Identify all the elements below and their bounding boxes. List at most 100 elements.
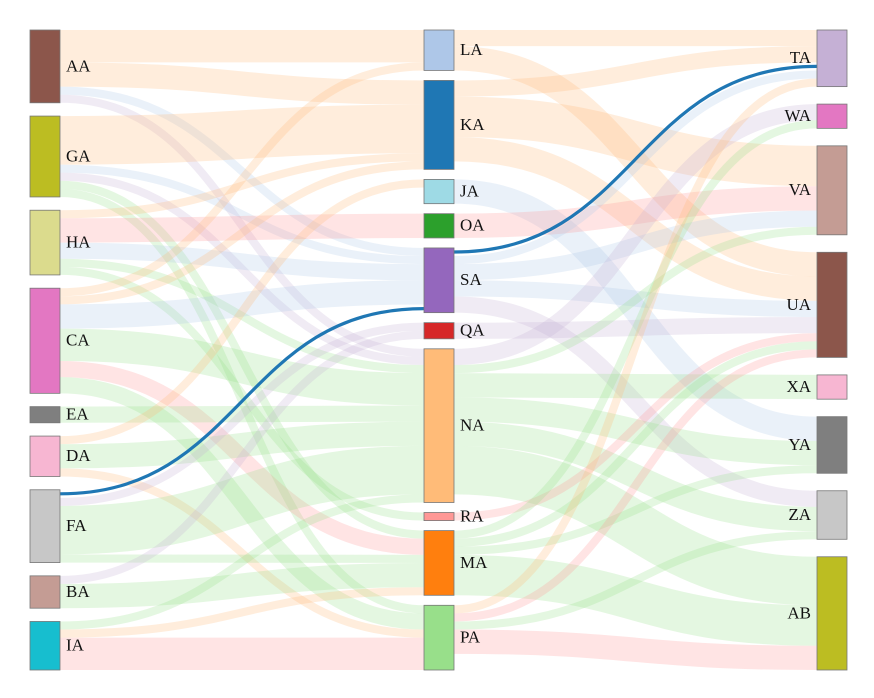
link-GA-MA [59,180,425,539]
node-label-RA: RA [460,506,484,525]
link-BA-MA [59,562,425,609]
link-CA-NA [59,328,425,406]
link-CA-SA [59,280,425,329]
link-KA-TA [453,46,818,97]
node-label-FA: FA [66,516,87,535]
link-SA-UA [453,280,818,317]
link-AA-SA [59,86,425,257]
node-VA [816,145,848,236]
node-label-QA: QA [460,321,485,340]
link-PA-UA [453,349,818,622]
link-HA-OA [59,213,425,243]
link-NA-VA [453,226,818,374]
node-YA [816,416,848,474]
node-label-GA: GA [66,146,91,165]
node-label-TA: TA [790,48,812,67]
link-CA-KA [59,161,425,305]
node-label-UA: UA [786,295,811,314]
link-DA-PA [59,468,425,638]
node-label-DA: DA [66,446,91,465]
link-MA-WA [453,120,818,539]
labels-layer: AA GA HA CA EA DA FA BA IA LA KA JA OA SA QA NA RA MA PA TA… [66,40,812,655]
node-label-HA: HA [66,232,91,251]
node-AB [816,556,848,671]
link-KA-VA [453,96,818,187]
node-label-OA: OA [460,216,485,235]
node-CA [29,287,61,394]
node-XA [816,374,848,400]
node-DA [29,435,61,477]
node-QA [423,322,455,340]
link-HA-KA [59,153,425,219]
link-AA-NA [59,94,425,357]
link-OA-VA [453,186,818,238]
link-GA-KA [59,104,425,165]
link-RA-UA [453,333,818,521]
link-PA-TA [453,78,818,614]
node-ZA [816,490,848,540]
node-RA [423,512,455,521]
node-label-BA: BA [66,582,90,601]
node-label-JA: JA [460,181,480,200]
link-HA-RA [59,266,425,521]
link-SA-ZA [453,296,818,507]
node-HA [29,209,61,276]
node-EA [29,406,61,424]
node-label-LA: LA [460,40,483,59]
highlight-links-layer [59,64,818,496]
node-label-ZA: ZA [788,505,811,524]
node-label-VA: VA [789,180,812,199]
link-EA-NA [59,405,425,423]
link-CA-PA [59,377,425,630]
link-IA-MA [59,587,425,638]
link-GA-SA [59,164,425,265]
node-MA [423,530,455,596]
node-LA [423,29,455,71]
link-NA-YA [453,397,818,466]
link-DA-JA [59,179,425,445]
node-label-WA: WA [785,106,812,125]
link-GA-NA [59,172,425,366]
link-PA-ZA [453,531,818,630]
node-label-NA: NA [460,416,485,435]
link-JA-YA [453,179,818,441]
link-CA-MA [59,360,425,555]
node-WA [816,103,848,129]
link-MA-AB [453,554,818,646]
link-CA-LA [59,62,425,297]
node-BA [29,575,61,609]
node-label-XA: XA [786,377,811,396]
link-NA-ZA [453,421,818,532]
link-AA-KA [59,62,425,105]
link-IA-NA [59,494,425,630]
node-SA [423,247,455,314]
node-PA [423,604,455,671]
link-PA-AB [453,629,818,671]
link-QA-UA [453,316,818,339]
node-label-KA: KA [460,115,485,134]
node-AA [29,29,61,104]
node-label-SA: SA [460,270,482,289]
node-label-MA: MA [460,553,488,572]
node-UA [816,251,848,358]
link-SA-TA [453,70,818,265]
link-FA-QA [59,322,425,506]
node-IA [29,621,61,671]
node-label-CA: CA [66,331,90,350]
link-SA-TA [453,64,818,254]
node-NA [423,348,455,503]
links-layer [59,29,818,671]
link-MA-UA [453,341,818,547]
node-label-AB: AB [787,603,811,622]
node-label-PA: PA [460,628,481,647]
link-NA-XA [453,373,818,400]
link-FA-NA [59,445,425,555]
node-label-IA: IA [66,636,85,655]
node-KA [423,80,455,170]
link-FA-SA [59,307,425,496]
node-label-EA: EA [66,405,89,424]
link-KA-UA [453,137,818,301]
node-TA [816,29,848,88]
link-BA-QA [59,330,425,584]
